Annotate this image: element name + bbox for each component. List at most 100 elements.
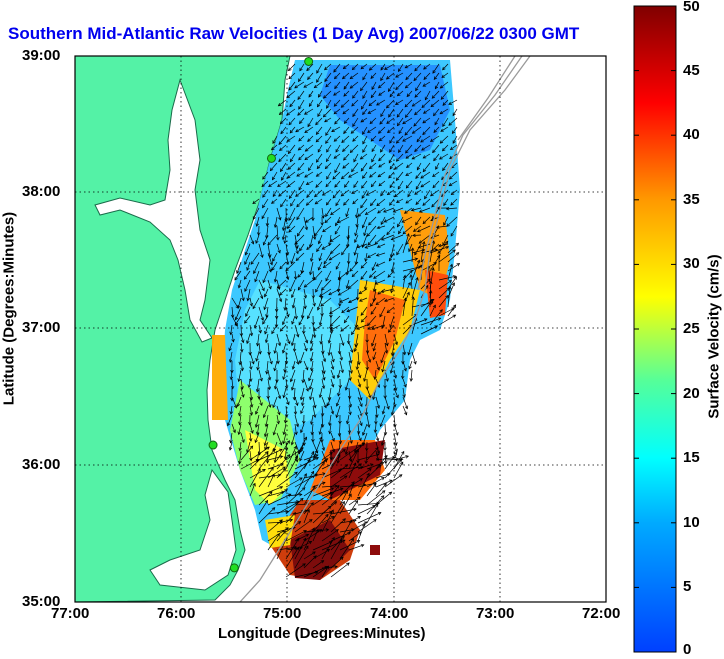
velocity-vector: [333, 63, 341, 73]
velocity-vector: [285, 563, 306, 578]
velocity-vector: [288, 63, 296, 71]
velocity-vector-head: [335, 222, 339, 227]
velocity-vector-head: [360, 319, 365, 323]
velocity-vector-head: [416, 259, 421, 264]
velocity-vector-head: [437, 243, 442, 248]
velocity-vector-head: [262, 194, 266, 198]
velocity-vector: [344, 180, 350, 188]
velocity-vector-head: [356, 244, 361, 249]
velocity-vector: [391, 234, 404, 240]
velocity-vector: [439, 135, 449, 144]
velocity-vector-head: [226, 422, 231, 427]
velocity-vector: [357, 423, 360, 434]
velocity-vector-head: [395, 177, 400, 181]
velocity-vector-head: [439, 85, 444, 89]
velocity-vector-head: [257, 468, 261, 472]
velocity-vector: [386, 225, 395, 235]
velocity-vector-head: [328, 422, 332, 427]
velocity-vector-head: [280, 130, 284, 135]
velocity-vector: [330, 405, 334, 414]
velocity-vector-head: [296, 333, 300, 338]
velocity-vector-head: [304, 174, 308, 178]
velocity-vector-head: [287, 340, 291, 345]
velocity-vector-head: [325, 528, 330, 532]
colorbar-tick-label: 20: [683, 384, 700, 402]
velocity-vector: [288, 207, 296, 221]
velocity-vector-head: [342, 148, 346, 153]
velocity-vector: [263, 234, 269, 246]
velocity-vector: [345, 378, 350, 391]
velocity-vector: [348, 396, 352, 408]
velocity-vector-head: [335, 202, 339, 207]
velocity-vector: [367, 252, 377, 258]
velocity-vector-head: [330, 509, 334, 514]
velocity-vector: [393, 333, 398, 345]
radar-stations: [208, 56, 314, 573]
velocity-vector-head: [448, 101, 452, 105]
velocity-vector-head: [286, 440, 290, 444]
velocity-vector: [294, 243, 299, 254]
velocity-vector-head: [343, 120, 348, 124]
velocity-vector-head: [393, 375, 398, 379]
velocity-vector-head: [309, 340, 314, 345]
velocity-vector: [348, 351, 352, 364]
velocity-vector: [277, 180, 287, 187]
velocity-vector: [283, 387, 287, 398]
velocity-vector-head: [305, 202, 310, 206]
velocity-vector: [384, 63, 395, 70]
velocity-vector: [291, 333, 296, 346]
velocity-vector-head: [268, 491, 273, 495]
velocity-vector-head: [318, 394, 323, 399]
velocity-vector-head: [445, 206, 450, 211]
velocity-vector: [384, 452, 397, 470]
velocity-vector: [287, 162, 296, 170]
velocity-vector: [267, 234, 278, 246]
velocity-vector: [442, 144, 449, 152]
velocity-vector: [371, 81, 377, 90]
velocity-vector: [373, 270, 386, 279]
velocity-vector-head: [303, 84, 308, 88]
velocity-vector-head: [297, 167, 301, 171]
velocity-vector: [281, 171, 287, 181]
velocity-vector-head: [322, 113, 327, 118]
velocity-vector-head: [325, 183, 329, 188]
velocity-vector-head: [367, 254, 371, 258]
velocity-vector-head: [279, 519, 283, 523]
velocity-vector-head: [241, 394, 245, 398]
velocity-vector: [371, 144, 377, 152]
velocity-vector-head: [311, 527, 315, 532]
velocity-vector-head: [341, 251, 345, 256]
velocity-vector: [270, 162, 278, 171]
velocity-vector: [276, 405, 280, 415]
velocity-vector-head: [405, 172, 409, 176]
velocity-vector: [411, 302, 433, 308]
velocity-vector-head: [315, 159, 320, 163]
velocity-vector: [286, 90, 296, 98]
velocity-vector-head: [329, 327, 334, 331]
velocity-vector-head: [363, 232, 367, 237]
velocity-vector: [297, 270, 305, 278]
velocity-vector: [379, 117, 386, 125]
velocity-vector: [422, 126, 431, 135]
velocity-vector-head: [334, 169, 338, 174]
velocity-vector: [373, 279, 377, 292]
velocity-vector-head: [375, 253, 380, 257]
velocity-vector-head: [415, 87, 419, 92]
velocity-vector-head: [331, 358, 335, 363]
velocity-vector: [285, 351, 287, 364]
velocity-vector-head: [296, 203, 300, 208]
velocity-vector: [366, 414, 370, 428]
velocity-vector: [366, 490, 386, 506]
velocity-vector-head: [296, 232, 301, 237]
velocity-vector: [324, 216, 332, 223]
velocity-vector-head: [371, 267, 375, 271]
velocity-vector-head: [303, 284, 308, 288]
velocity-vector-head: [377, 512, 382, 516]
velocity-vector: [386, 72, 395, 80]
velocity-vector: [386, 99, 395, 109]
velocity-vector-head: [416, 166, 420, 171]
velocity-vector: [288, 117, 296, 126]
velocity-vector: [393, 441, 398, 452]
velocity-vector: [348, 442, 365, 461]
velocity-vector-head: [349, 149, 354, 154]
